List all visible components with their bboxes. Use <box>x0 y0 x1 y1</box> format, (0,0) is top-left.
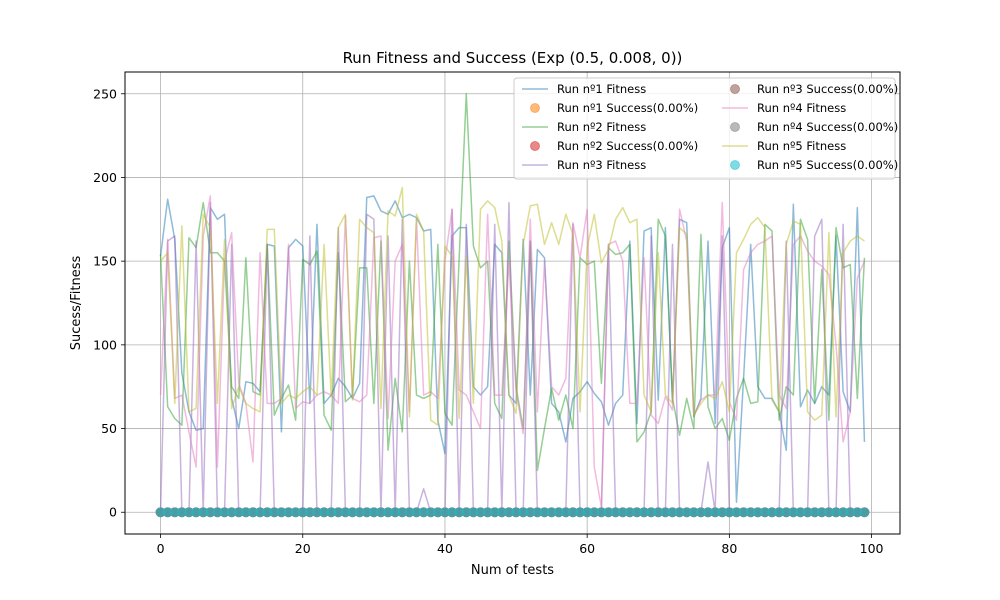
y-tick-label: 150 <box>93 254 117 269</box>
legend-entry-run-n-1-fitness: Run nº1 Fitness <box>557 82 646 96</box>
ticks: 0 20 40 60 80 100 0 50 100 150 200 250 <box>93 86 883 556</box>
x-tick-label: 80 <box>721 541 737 556</box>
plot-area <box>155 93 870 518</box>
x-tick-label: 100 <box>860 541 884 556</box>
success-point <box>859 507 870 518</box>
series-line-run-n-5-fitness <box>159 186 865 426</box>
y-axis-label: Sucess/Fitness <box>69 255 84 350</box>
series-markers-run-n-5-success-0-00 <box>155 507 870 518</box>
y-tick-label: 200 <box>93 170 117 185</box>
legend-swatch <box>530 103 540 113</box>
legend-entry-run-n-5-success-0-00: Run nº5 Success(0.00%) <box>757 158 898 172</box>
y-tick-label: 0 <box>109 505 117 520</box>
legend-entry-run-n-4-success-0-00: Run nº4 Success(0.00%) <box>757 120 898 134</box>
y-tick-label: 50 <box>101 421 117 436</box>
x-tick-label: 60 <box>579 541 595 556</box>
legend-entry-run-n-2-fitness: Run nº2 Fitness <box>557 120 646 134</box>
legend-entry-run-n-1-success-0-00: Run nº1 Success(0.00%) <box>557 101 698 115</box>
legend: Run nº1 Fitness Run nº1 Success(0.00%) Run… <box>513 77 898 180</box>
legend-entry-run-n-3-fitness: Run nº3 Fitness <box>557 158 646 172</box>
x-axis-label: Num of tests <box>471 563 554 578</box>
y-tick-label: 250 <box>93 86 117 101</box>
y-tick-label: 100 <box>93 337 117 352</box>
axes-frame <box>124 71 901 535</box>
chart-title: Run Fitness and Success (Exp (0.5, 0.008… <box>343 49 683 67</box>
legend-box <box>513 77 896 180</box>
legend-entry-run-n-3-success-0-00: Run nº3 Success(0.00%) <box>757 82 898 96</box>
x-tick-label: 40 <box>437 541 453 556</box>
legend-swatch <box>730 122 740 132</box>
legend-entry-run-n-5-fitness: Run nº5 Fitness <box>757 139 846 153</box>
legend-swatch <box>530 141 540 151</box>
legend-swatch <box>730 160 740 170</box>
x-tick-label: 0 <box>157 541 165 556</box>
legend-swatch <box>730 84 740 94</box>
series-line-run-n-4-fitness <box>159 195 866 508</box>
legend-entry-run-n-2-success-0-00: Run nº2 Success(0.00%) <box>557 139 698 153</box>
legend-entry-run-n-4-fitness: Run nº4 Fitness <box>757 101 846 115</box>
x-tick-label: 20 <box>295 541 311 556</box>
series-line-run-n-1-fitness <box>159 195 866 503</box>
